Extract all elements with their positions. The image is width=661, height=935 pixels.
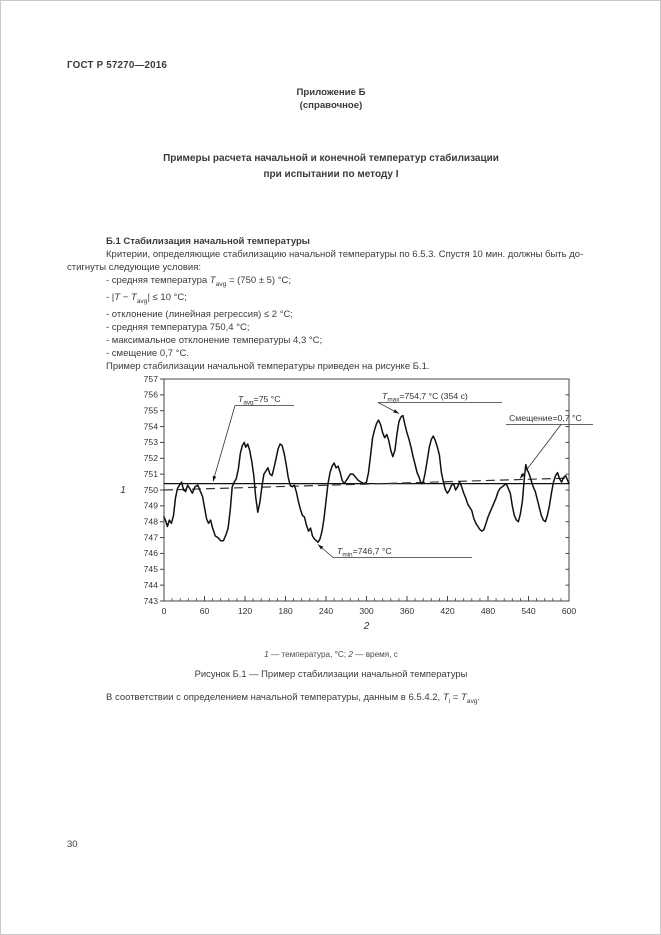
x-tick-label: 540 <box>521 606 536 616</box>
y-tick-label: 751 <box>144 469 159 479</box>
x-tick-label: 120 <box>238 606 253 616</box>
y-tick-label: 755 <box>144 406 159 416</box>
y-tick-label: 756 <box>144 390 159 400</box>
y-axis-label: 1 <box>120 485 126 496</box>
section-b1: Б.1 Стабилизация начальной температуры К… <box>67 235 601 373</box>
y-tick-label: 748 <box>144 517 159 527</box>
temperature-chart: 743 744 745 746 747 748 749 750 751 752 753 754 755 7… <box>120 374 593 632</box>
y-tick-label: 753 <box>144 437 159 447</box>
appendix-note: (справочное) <box>299 100 363 111</box>
annotation-offset: Смещение=0,7 °С <box>506 413 593 479</box>
list-item: - |T − Tavg| ≤ 10 °С; <box>106 291 187 305</box>
list-item: - максимальное отклонение температуры 4,… <box>106 334 323 346</box>
y-tick-label: 747 <box>144 532 159 542</box>
annotation-t-avg: Tavg=75 °С <box>212 394 294 482</box>
temperature-curve <box>163 414 570 544</box>
paragraph-line: стигнуты следующие условия: <box>67 262 201 273</box>
x-tick-label: 300 <box>359 606 374 616</box>
y-tick-label: 752 <box>144 453 159 463</box>
list-item: - смещение 0,7 °С. <box>106 347 189 359</box>
figure-caption: Рисунок Б.1 — Пример стабилизации началь… <box>194 668 468 679</box>
y-tick-label: 754 <box>144 421 159 431</box>
standard-number: ГОСТ Р 57270—2016 <box>67 60 168 71</box>
figure-legend: 1 — температура, °С; 2 — время, с <box>264 650 398 659</box>
title-line-2: при испытании по методу I <box>263 168 399 180</box>
regression-line <box>163 477 570 491</box>
annotation-t-max: Tmax=754,7 °С (354 с) <box>377 391 502 414</box>
x-tick-label: 0 <box>162 606 167 616</box>
annotation-label: Tmax=754,7 °С (354 с) <box>382 391 468 403</box>
annotation-t-min: Tmin=746,7 °С <box>317 544 472 558</box>
x-tick-label: 180 <box>278 606 293 616</box>
x-tick-label: 600 <box>562 606 577 616</box>
appendix-label: Приложение Б <box>296 87 366 98</box>
x-tick-label: 60 <box>200 606 210 616</box>
list-item: - отклонение (линейная регрессия) ≤ 2 °С… <box>106 308 294 320</box>
list-item: - средняя температура 750,4 °С; <box>106 321 250 333</box>
annotation-label: Смещение=0,7 °С <box>509 413 582 423</box>
paragraph-line: Критерии, определяющие стабилизацию нача… <box>106 249 584 260</box>
x-tick-label: 480 <box>481 606 496 616</box>
y-tick-label: 744 <box>144 580 159 590</box>
criteria-list: - средняя температура Tavg = (750 ± 5) °… <box>67 274 601 373</box>
title-line-1: Примеры расчета начальной и конечной тем… <box>163 153 499 164</box>
y-tick-label: 749 <box>144 501 159 511</box>
x-tick-label: 420 <box>440 606 455 616</box>
document-title: Примеры расчета начальной и конечной тем… <box>67 151 595 182</box>
y-axis-ticks: 743 744 745 746 747 748 749 750 751 752 753 754 755 7… <box>144 374 569 606</box>
page-number: 30 <box>67 839 78 850</box>
x-axis-label: 2 <box>363 621 370 632</box>
y-tick-label: 743 <box>144 596 159 606</box>
annotation-label: Tmin=746,7 °С <box>337 546 392 558</box>
closing-paragraph: В соответствии с определением начальной … <box>106 692 481 705</box>
list-item: Пример стабилизации начальной температур… <box>106 360 430 372</box>
y-tick-label: 750 <box>144 485 159 495</box>
section-heading: Б.1 Стабилизация начальной температуры <box>106 236 310 247</box>
x-tick-label: 240 <box>319 606 334 616</box>
y-tick-label: 757 <box>144 374 159 384</box>
y-tick-label: 746 <box>144 548 159 558</box>
y-tick-label: 745 <box>144 564 159 574</box>
x-axis-ticks: 0 60 120 180 240 300 360 420 480 540 600 <box>162 596 577 616</box>
annotation-label: Tavg=75 °С <box>238 394 281 406</box>
figure-b1-chart: 743 744 745 746 747 748 749 750 751 752 753 754 755 7… <box>101 371 601 637</box>
x-tick-label: 360 <box>400 606 415 616</box>
list-item: - средняя температура Tavg = (750 ± 5) °… <box>106 275 292 288</box>
